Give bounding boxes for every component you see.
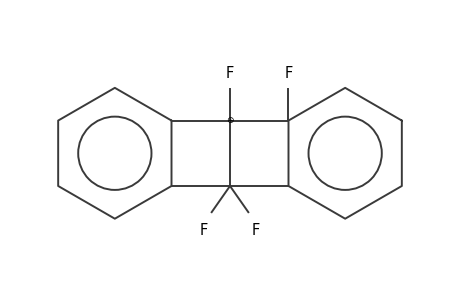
Text: F: F bbox=[225, 66, 234, 81]
Text: F: F bbox=[252, 223, 260, 238]
Text: F: F bbox=[199, 223, 207, 238]
Text: F: F bbox=[284, 66, 292, 81]
Text: ⊕: ⊕ bbox=[226, 116, 233, 125]
